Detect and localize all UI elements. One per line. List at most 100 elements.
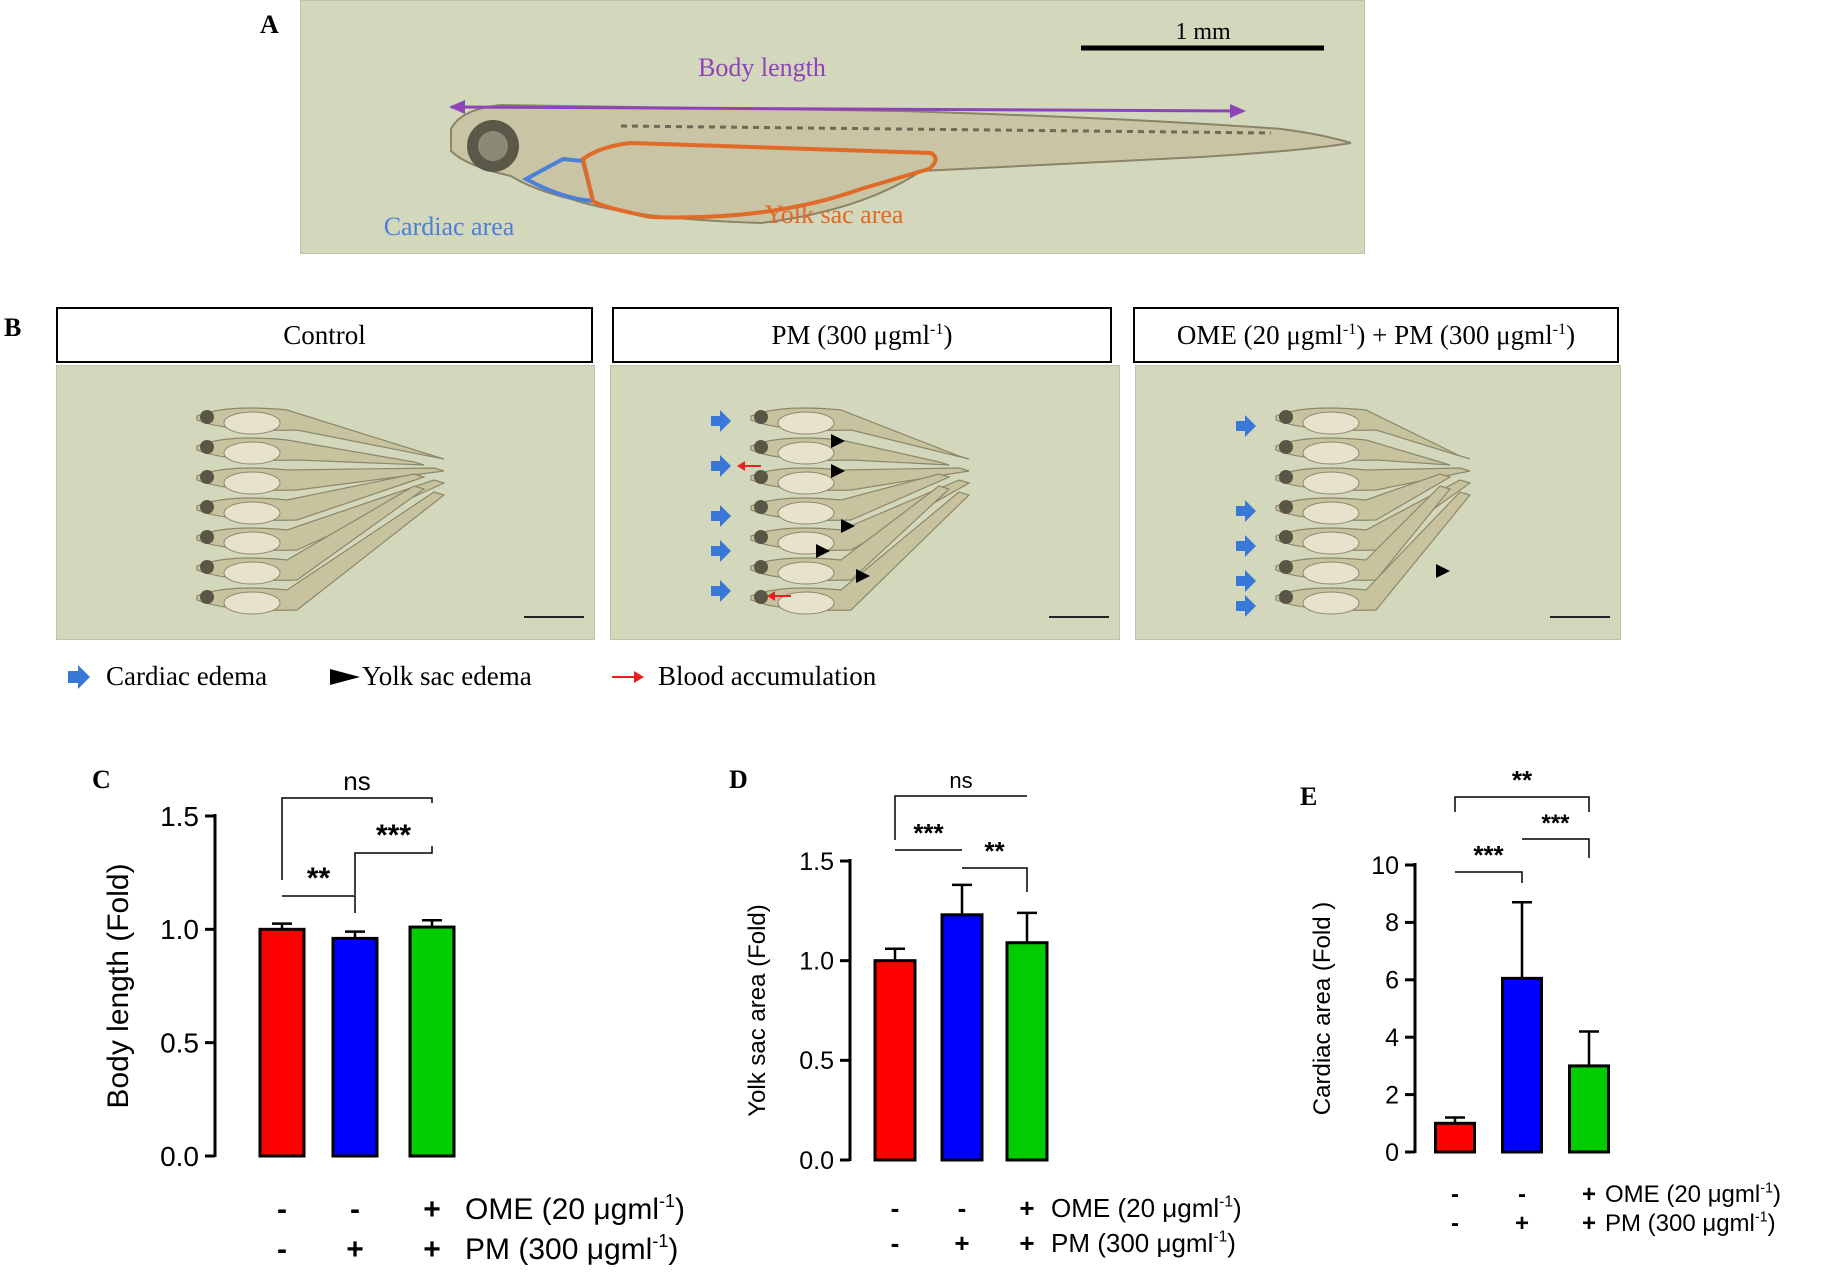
- larva-eye: [1279, 440, 1293, 454]
- larvae-fan-control: [196, 407, 584, 618]
- larva-eye: [754, 410, 768, 424]
- yolk-sac-edema-triangle: [831, 434, 845, 448]
- bar: [873, 959, 917, 1162]
- larva: [750, 467, 970, 495]
- panel-label-d: D: [729, 765, 748, 794]
- yolk-sac: [223, 561, 281, 585]
- treatment-sign: -: [891, 1193, 900, 1223]
- header-ome-pm: OME (20 μgml-1) + PM (300 μgml-1): [1133, 307, 1619, 363]
- panel-label-b: B: [4, 313, 22, 342]
- larva-body: [750, 485, 951, 581]
- treatment-sign: -: [1518, 1181, 1526, 1208]
- treatment-sign: +: [1582, 1210, 1596, 1237]
- larva: [196, 467, 445, 495]
- yolk-sac: [223, 411, 281, 435]
- y-tick-label: 0.5: [799, 1047, 834, 1075]
- larva: [196, 407, 445, 460]
- bar: [258, 927, 306, 1158]
- larva: [196, 485, 426, 585]
- larva-eye: [754, 560, 768, 574]
- larva-eye: [200, 470, 214, 484]
- larva-body: [450, 103, 1352, 225]
- treatment-sign: +: [423, 1233, 441, 1266]
- larva-eye: [200, 500, 214, 514]
- larva-eye: [1279, 530, 1293, 544]
- cardiac-edema-arrow: [1236, 535, 1256, 557]
- header-ome-pm-text: OME (20 μgml-1) + PM (300 μgml-1): [1176, 319, 1576, 350]
- black-triangle-icon: [330, 668, 360, 685]
- panel-label-e: E: [1300, 782, 1318, 811]
- significance-label: ns: [343, 766, 370, 796]
- red-arrow-icon: [612, 670, 644, 683]
- cardiac-edema-arrow: [1236, 415, 1256, 437]
- larva-eye: [754, 470, 768, 484]
- yolk-sac: [777, 411, 835, 435]
- larva-eye: [1279, 500, 1293, 514]
- larva-eye: [200, 410, 214, 424]
- cardiac-area-label: Cardiac area: [384, 212, 515, 241]
- bar: [331, 936, 379, 1158]
- treatment-sign: -: [958, 1193, 967, 1223]
- yolk-sac: [223, 471, 281, 495]
- yolk-sac: [777, 501, 835, 525]
- larva-eye: [754, 440, 768, 454]
- larva: [750, 485, 951, 585]
- panel-label-a: A: [260, 10, 279, 39]
- blood-accumulation-arrowhead: [737, 461, 745, 471]
- y-tick-label: 1.5: [160, 801, 199, 832]
- cardiac-edema-arrow: [1236, 500, 1256, 522]
- significance-bracket: [281, 797, 433, 880]
- yolk-sac: [1302, 591, 1360, 615]
- yolk-sac-edema-triangle: [856, 569, 870, 583]
- larva: [196, 491, 446, 615]
- body-length-arrow: [450, 105, 1242, 113]
- larva-eye: [1279, 470, 1293, 484]
- yolk-sac-edema-triangle: [1436, 564, 1450, 578]
- larva: [750, 407, 970, 460]
- yolk-sac: [1302, 471, 1360, 495]
- y-tick-label: 8: [1385, 909, 1399, 937]
- significance-label: ***: [1473, 840, 1504, 870]
- y-axis-label: Yolk sac area (Fold): [744, 904, 771, 1117]
- body-length-arrowhead-right: [1230, 104, 1246, 118]
- larva-eye: [754, 530, 768, 544]
- larva-eye: [200, 530, 214, 544]
- header-control: Control: [56, 307, 593, 363]
- treatment-sign: +: [346, 1233, 364, 1266]
- y-tick-label: 0: [1385, 1139, 1399, 1167]
- yolk-sac: [777, 591, 835, 615]
- treatment-sign: -: [350, 1193, 360, 1226]
- yolk-sac: [1302, 561, 1360, 585]
- significance-bracket: [1522, 838, 1590, 858]
- cardiac-edema-arrow: [711, 580, 731, 602]
- blood-accumulation-arrowhead: [767, 591, 775, 601]
- y-axis-label: Cardiac area (Fold ): [1309, 902, 1336, 1115]
- header-control-text: Control: [283, 319, 366, 350]
- bar: [1434, 1121, 1476, 1154]
- bar: [940, 913, 984, 1162]
- larva: [196, 437, 425, 466]
- y-tick-label: 6: [1385, 967, 1399, 995]
- body-length-label: Body length: [698, 53, 826, 82]
- treatment-sign: +: [1019, 1193, 1034, 1223]
- treatment-sign: -: [1451, 1181, 1459, 1208]
- cardiac-edema-arrow: [1236, 595, 1256, 617]
- significance-label: **: [1512, 765, 1533, 795]
- y-tick-label: 4: [1385, 1024, 1399, 1052]
- yolk-sac: [1302, 501, 1360, 525]
- treatment-sign: +: [1019, 1228, 1034, 1258]
- legend-cardiac-edema: Cardiac edema: [66, 661, 267, 692]
- significance-label: ***: [1541, 810, 1570, 837]
- significance-label: ***: [913, 818, 944, 848]
- larva-eye: [200, 440, 214, 454]
- larvae-fan-ome-pm: [1236, 407, 1610, 618]
- significance-label: **: [307, 862, 331, 895]
- significance-bracket: [962, 867, 1028, 892]
- larvae-fan-pm: [711, 407, 1109, 618]
- bar: [1501, 976, 1543, 1154]
- larva-eye-lens: [478, 131, 508, 161]
- treatment-label-ome: OME (20 μgml-1): [1051, 1193, 1242, 1223]
